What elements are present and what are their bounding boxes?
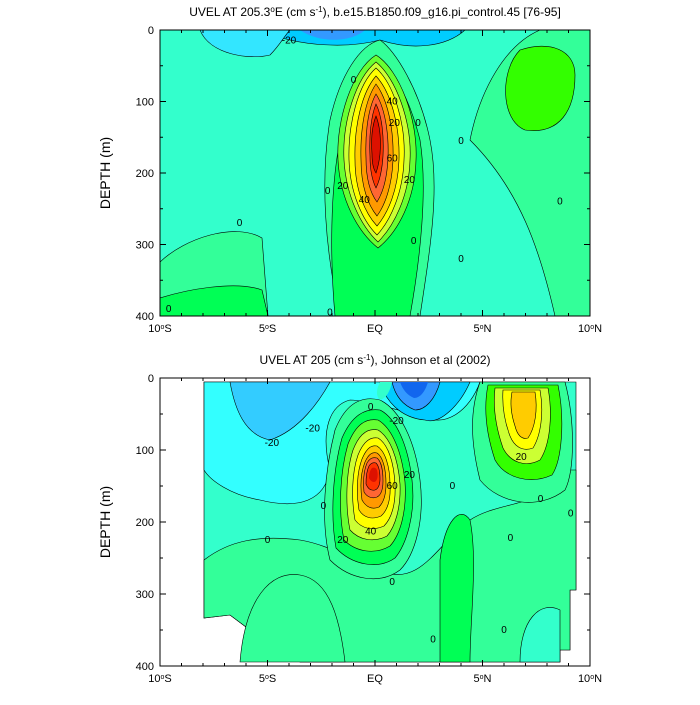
contour-label: 20 — [404, 470, 416, 481]
y-tick-label: 300 — [136, 589, 154, 601]
contour-label: 0 — [508, 533, 514, 544]
y-tick-label: 400 — [136, 661, 154, 673]
y-tick-label: 100 — [136, 445, 154, 457]
contour-label: -20 — [265, 438, 280, 449]
x-tick-label: 5oN — [474, 323, 492, 335]
contour-label: 0 — [265, 535, 271, 546]
contour-label: -20 — [305, 423, 320, 434]
y-tick-label: 100 — [136, 97, 154, 109]
y-tick-label: 300 — [136, 240, 154, 252]
contour-label: 60 — [387, 481, 399, 492]
x-tick-label: 10oS — [148, 673, 172, 685]
contour-label: 0 — [458, 254, 464, 265]
contour-label: 0 — [325, 186, 331, 197]
panel-1-title: UVEL AT 205.3oE (cm s-1), b.e15.B1850.f0… — [189, 5, 561, 20]
contour-label: 0 — [327, 307, 333, 318]
contour-label: 40 — [365, 526, 377, 537]
panel-1-contour-field — [160, 30, 590, 316]
panel-1: UVEL AT 205.3oE (cm s-1), b.e15.B1850.f0… — [97, 5, 602, 336]
contour-label: 0 — [351, 75, 357, 86]
contour-label: 20 — [516, 452, 528, 463]
panel-2-title: UVEL AT 205 (cm s-1), Johnson et al (200… — [259, 353, 490, 368]
contour-label: 60 — [387, 154, 399, 165]
contour-label: 0 — [389, 577, 395, 588]
contour-label: 0 — [321, 501, 327, 512]
panel-1-ylabel: DEPTH (m) — [97, 137, 113, 209]
contour-label: 20 — [337, 181, 349, 192]
panel-1-x-axis: 10oS 5oS EQ 5oN 10oN — [148, 30, 602, 335]
panel-2: UVEL AT 205 (cm s-1), Johnson et al (200… — [97, 353, 602, 686]
panel-1-contour-labels: -20 0 40 20 0 60 20 20 40 0 0 0 0 0 0 0 0 — [166, 36, 563, 319]
contour-label: 0 — [450, 481, 456, 492]
x-tick-label: 10oS — [148, 323, 172, 335]
contour-label: 0 — [411, 236, 417, 247]
contour-label: -20 — [389, 416, 404, 427]
y-tick-label: 400 — [136, 311, 154, 323]
contour-label: 20 — [337, 535, 349, 546]
contour-label: 0 — [237, 218, 243, 229]
x-tick-label: 10oN — [578, 673, 602, 685]
panel-2-contour-field — [203, 381, 577, 663]
x-tick-label: 5oS — [259, 673, 276, 685]
x-tick-label: 5oN — [474, 673, 492, 685]
x-tick-label: 5oS — [259, 323, 276, 335]
panel-2-x-axis: 10oS 5oS EQ 5oN 10oN — [148, 378, 602, 685]
contour-label: 40 — [387, 97, 399, 108]
panel-2-ylabel: DEPTH (m) — [97, 486, 113, 558]
contour-label: 0 — [458, 136, 464, 147]
contour-label: 0 — [368, 402, 374, 413]
contour-label: -20 — [282, 36, 297, 47]
contour-label: 0 — [538, 494, 544, 505]
y-tick-label: 200 — [136, 517, 154, 529]
y-tick-label: 0 — [148, 25, 154, 37]
contour-label: 0 — [166, 304, 172, 315]
contour-label: 0 — [415, 118, 421, 129]
contour-label: 40 — [359, 195, 371, 206]
x-tick-label: EQ — [367, 673, 383, 685]
contour-label: 0 — [568, 508, 574, 519]
contour-label: 0 — [430, 634, 436, 645]
panel-2-contour-labels: 0 -20 -20 -20 20 60 40 20 0 0 0 20 0 0 0 0 0 0 — [265, 402, 574, 646]
y-tick-label: 0 — [148, 373, 154, 385]
x-tick-label: EQ — [367, 323, 383, 335]
contour-label: 20 — [389, 118, 401, 129]
y-tick-label: 200 — [136, 168, 154, 180]
contour-label: 0 — [557, 197, 563, 208]
contour-label: 0 — [501, 625, 507, 636]
x-tick-label: 10oN — [578, 323, 602, 335]
contour-label: 20 — [404, 175, 416, 186]
